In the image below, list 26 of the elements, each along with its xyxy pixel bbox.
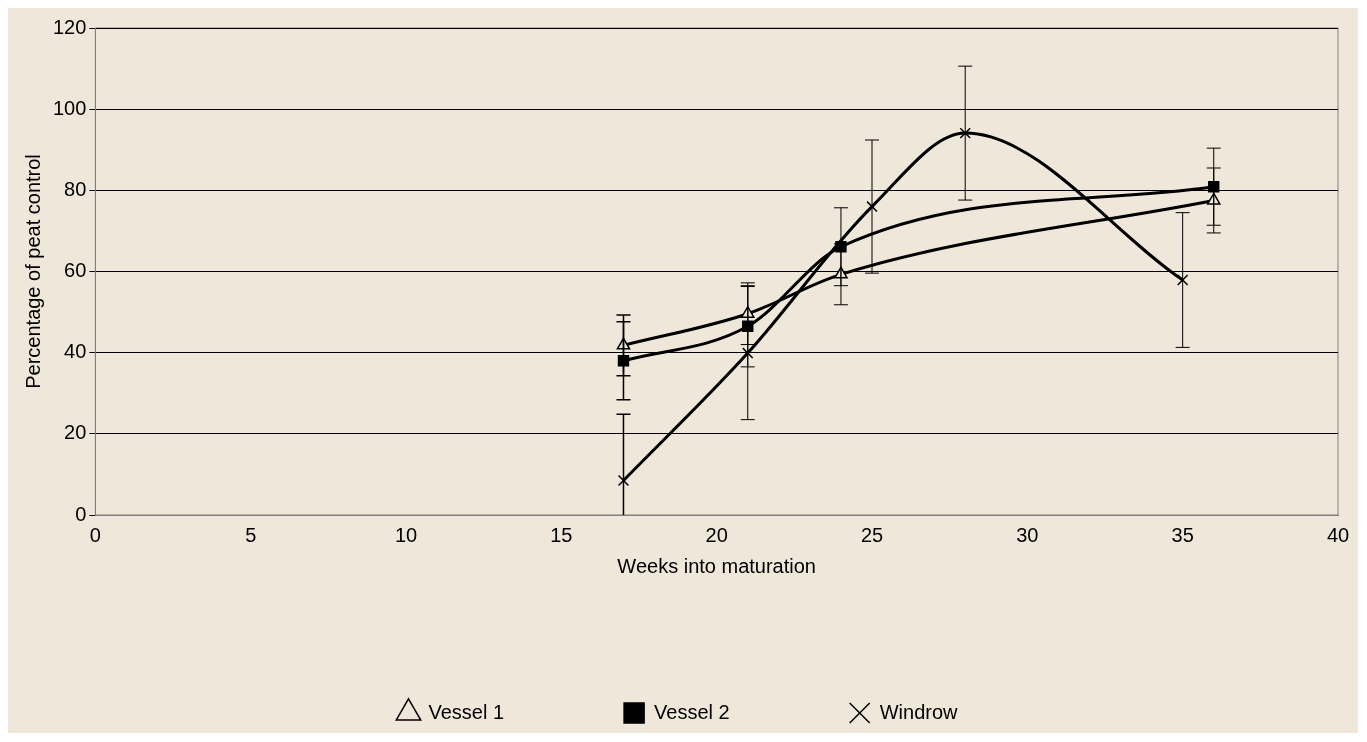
- y-tick-label: 100: [52, 96, 87, 119]
- x-tick-label: 5: [245, 523, 257, 546]
- y-tick-label: 20: [64, 421, 87, 444]
- legend-label: Vessel 2: [654, 700, 730, 723]
- y-tick-label: 40: [64, 340, 87, 363]
- y-tick-label: 60: [64, 259, 87, 282]
- point: [1176, 274, 1189, 286]
- legend-label: Vessel 1: [428, 700, 505, 723]
- y-axis-title: Percentage of peat control: [21, 154, 44, 389]
- x-tick-label: 35: [1171, 523, 1194, 546]
- point: [617, 474, 630, 487]
- x-tick-label: 25: [860, 523, 884, 546]
- y-tick-label: 0: [75, 502, 87, 525]
- x-tick-label: 30: [1016, 523, 1039, 546]
- x-tick-label: 10: [394, 523, 418, 546]
- x-axis-title: Weeks into maturation: [617, 554, 816, 577]
- point: [866, 200, 878, 213]
- y-tick-label: 120: [52, 15, 87, 38]
- y-tick-label: 80: [64, 177, 87, 200]
- x-tick-label: 40: [1326, 523, 1350, 546]
- point: [742, 347, 754, 359]
- x-tick-label: 15: [550, 523, 573, 546]
- x-tick-label: 20: [705, 523, 728, 546]
- legend-label: Windrow: [879, 700, 959, 723]
- point: [959, 127, 971, 139]
- x-tick-label: 0: [89, 523, 101, 546]
